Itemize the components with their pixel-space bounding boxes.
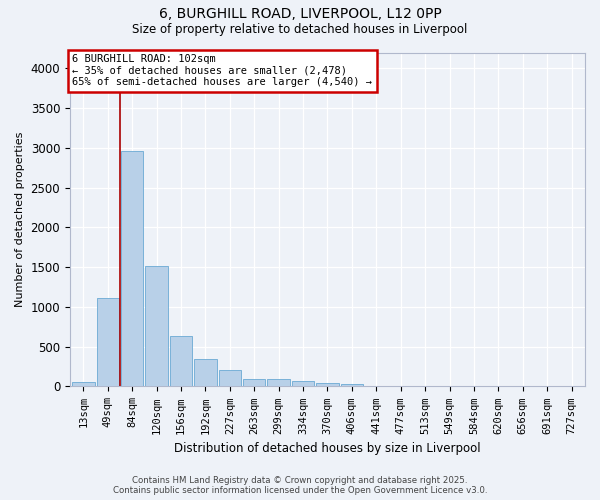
Bar	[268, 379, 290, 386]
Y-axis label: Number of detached properties: Number of detached properties	[15, 132, 25, 307]
Text: 6 BURGHILL ROAD: 102sqm
← 35% of detached houses are smaller (2,478)
65% of semi: 6 BURGHILL ROAD: 102sqm ← 35% of detache…	[73, 54, 373, 88]
Bar	[243, 379, 265, 386]
Bar	[170, 336, 192, 386]
X-axis label: Distribution of detached houses by size in Liverpool: Distribution of detached houses by size …	[174, 442, 481, 455]
Bar	[194, 359, 217, 386]
Text: 6, BURGHILL ROAD, LIVERPOOL, L12 0PP: 6, BURGHILL ROAD, LIVERPOOL, L12 0PP	[158, 8, 442, 22]
Bar	[72, 382, 95, 386]
Bar	[218, 370, 241, 386]
Text: Size of property relative to detached houses in Liverpool: Size of property relative to detached ho…	[133, 22, 467, 36]
Bar	[292, 382, 314, 386]
Bar	[97, 298, 119, 386]
Bar	[316, 384, 338, 386]
Text: Contains HM Land Registry data © Crown copyright and database right 2025.
Contai: Contains HM Land Registry data © Crown c…	[113, 476, 487, 495]
Bar	[145, 266, 168, 386]
Bar	[121, 151, 143, 386]
Bar	[341, 384, 363, 386]
